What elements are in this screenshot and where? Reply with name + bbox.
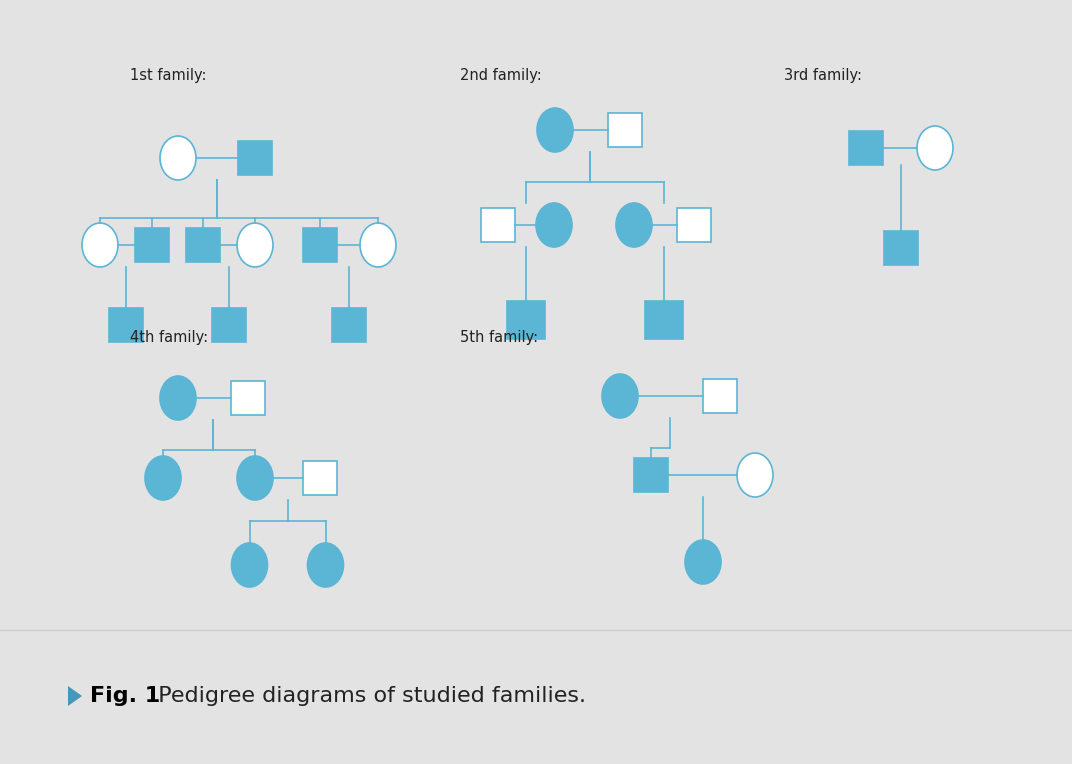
Bar	[634, 458, 668, 492]
Bar	[507, 301, 545, 339]
Bar	[883, 231, 918, 265]
Ellipse shape	[738, 453, 773, 497]
Text: 3rd family:: 3rd family:	[784, 68, 862, 83]
Bar	[187, 228, 220, 262]
Bar	[332, 308, 366, 342]
Ellipse shape	[160, 376, 196, 420]
Bar	[230, 381, 265, 415]
Text: 2nd family:: 2nd family:	[460, 68, 541, 83]
Ellipse shape	[145, 456, 181, 500]
Ellipse shape	[536, 203, 572, 247]
Text: Fig. 1: Fig. 1	[90, 686, 160, 706]
Bar	[303, 461, 337, 495]
Text: 4th family:: 4th family:	[130, 330, 208, 345]
Bar	[109, 308, 143, 342]
Polygon shape	[68, 686, 81, 706]
Text: Pedigree diagrams of studied families.: Pedigree diagrams of studied families.	[144, 686, 586, 706]
Ellipse shape	[308, 543, 343, 587]
Ellipse shape	[237, 456, 273, 500]
Ellipse shape	[160, 136, 196, 180]
Bar	[481, 208, 515, 242]
Ellipse shape	[360, 223, 396, 267]
Ellipse shape	[232, 543, 268, 587]
Ellipse shape	[685, 540, 721, 584]
Ellipse shape	[537, 108, 574, 152]
Bar	[212, 308, 245, 342]
Bar	[703, 379, 738, 413]
Bar	[303, 228, 337, 262]
Ellipse shape	[237, 223, 273, 267]
Text: 5th family:: 5th family:	[460, 330, 538, 345]
Bar	[135, 228, 169, 262]
Ellipse shape	[81, 223, 118, 267]
Ellipse shape	[616, 203, 652, 247]
Bar	[608, 113, 642, 147]
Text: 1st family:: 1st family:	[130, 68, 207, 83]
Bar	[645, 301, 683, 339]
Bar	[678, 208, 711, 242]
Bar	[849, 131, 883, 165]
Bar	[238, 141, 272, 175]
Ellipse shape	[917, 126, 953, 170]
Ellipse shape	[602, 374, 638, 418]
